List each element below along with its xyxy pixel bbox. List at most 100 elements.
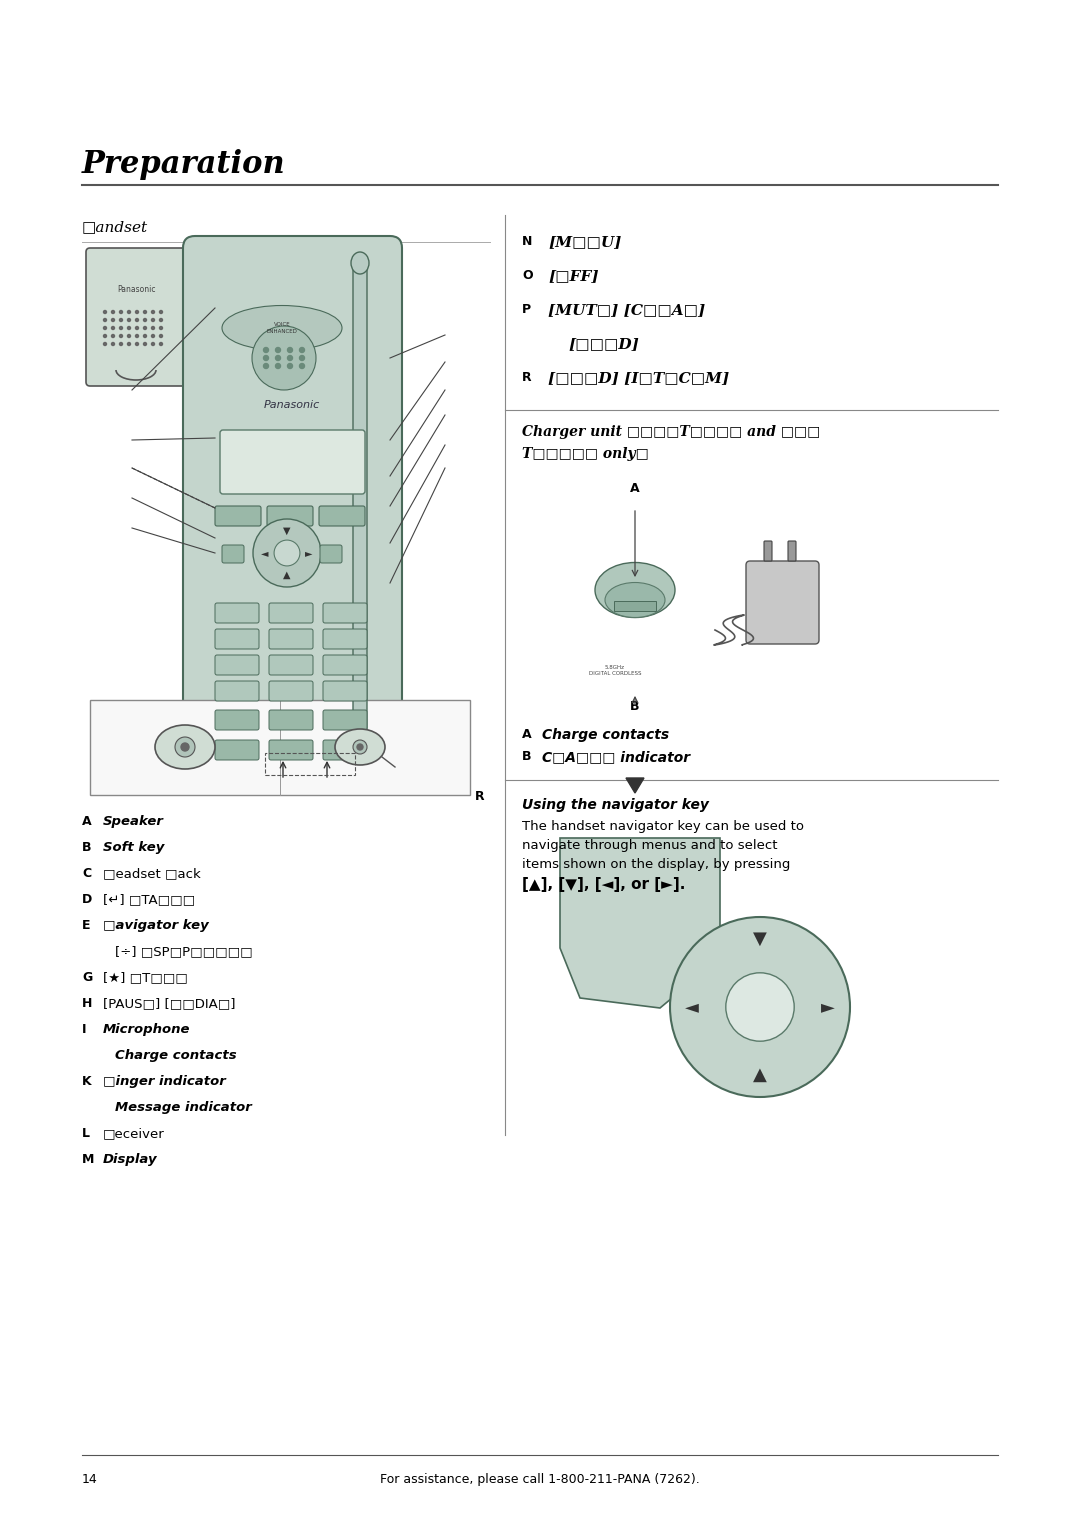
FancyBboxPatch shape [215, 630, 259, 649]
Circle shape [160, 310, 162, 313]
FancyBboxPatch shape [267, 506, 313, 526]
Text: ▲: ▲ [283, 570, 291, 581]
Text: K: K [82, 1076, 92, 1088]
Circle shape [252, 325, 316, 390]
Text: [PAUS□] [□□DIA□]: [PAUS□] [□□DIA□] [103, 996, 235, 1010]
Text: Display: Display [103, 1154, 158, 1166]
Circle shape [135, 335, 138, 338]
Text: ▼: ▼ [753, 931, 767, 947]
Text: ►: ► [821, 998, 835, 1016]
FancyBboxPatch shape [615, 601, 656, 611]
Text: Panasonic: Panasonic [117, 286, 156, 293]
Ellipse shape [351, 252, 369, 274]
FancyBboxPatch shape [269, 711, 313, 730]
Circle shape [151, 310, 154, 313]
FancyBboxPatch shape [269, 740, 313, 759]
Circle shape [353, 740, 367, 753]
FancyBboxPatch shape [323, 681, 367, 701]
FancyBboxPatch shape [269, 656, 313, 675]
Text: E: E [82, 918, 91, 932]
FancyBboxPatch shape [269, 681, 313, 701]
Text: M: M [82, 1154, 94, 1166]
Circle shape [144, 342, 147, 345]
Ellipse shape [335, 729, 384, 766]
Text: Preparation: Preparation [82, 150, 285, 180]
Text: Speaker: Speaker [103, 814, 164, 828]
Text: The handset navigator key can be used to: The handset navigator key can be used to [522, 821, 804, 833]
Circle shape [111, 318, 114, 321]
Text: ►: ► [306, 549, 313, 558]
Text: □andset: □andset [82, 220, 148, 234]
Circle shape [264, 347, 269, 353]
Circle shape [299, 364, 305, 368]
Text: □eceiver: □eceiver [103, 1128, 165, 1140]
Circle shape [151, 335, 154, 338]
Text: A: A [522, 727, 531, 741]
FancyBboxPatch shape [215, 681, 259, 701]
FancyBboxPatch shape [788, 541, 796, 561]
Circle shape [287, 356, 293, 361]
Circle shape [264, 356, 269, 361]
Circle shape [135, 342, 138, 345]
Circle shape [104, 335, 107, 338]
Text: H: H [82, 996, 93, 1010]
Text: 5.8GHz
DIGITAL CORDLESS: 5.8GHz DIGITAL CORDLESS [589, 665, 642, 675]
Text: [↵] □TA□□□: [↵] □TA□□□ [103, 892, 195, 906]
FancyBboxPatch shape [746, 561, 819, 643]
FancyBboxPatch shape [215, 656, 259, 675]
Circle shape [275, 364, 281, 368]
Circle shape [287, 364, 293, 368]
FancyBboxPatch shape [323, 740, 367, 759]
Circle shape [299, 347, 305, 353]
Ellipse shape [222, 306, 342, 350]
FancyBboxPatch shape [323, 711, 367, 730]
Text: B: B [631, 700, 639, 714]
Circle shape [160, 318, 162, 321]
FancyBboxPatch shape [222, 545, 244, 562]
Circle shape [670, 917, 850, 1097]
Text: [MUT□] [C□□A□]: [MUT□] [C□□A□] [548, 303, 705, 316]
FancyBboxPatch shape [215, 740, 259, 759]
FancyBboxPatch shape [269, 630, 313, 649]
Ellipse shape [595, 562, 675, 617]
Circle shape [151, 327, 154, 330]
Circle shape [127, 327, 131, 330]
Polygon shape [626, 778, 644, 793]
Text: L: L [82, 1128, 90, 1140]
Circle shape [160, 335, 162, 338]
FancyBboxPatch shape [86, 248, 186, 387]
Circle shape [127, 342, 131, 345]
Text: [M□□U]: [M□□U] [548, 235, 621, 249]
FancyBboxPatch shape [90, 700, 470, 795]
Circle shape [144, 318, 147, 321]
Circle shape [299, 356, 305, 361]
Polygon shape [561, 837, 720, 1008]
Text: Soft key: Soft key [103, 840, 164, 854]
Circle shape [104, 327, 107, 330]
Text: R: R [475, 790, 485, 804]
Circle shape [104, 342, 107, 345]
Text: I: I [82, 1024, 86, 1036]
Circle shape [104, 310, 107, 313]
Circle shape [111, 335, 114, 338]
FancyBboxPatch shape [183, 235, 402, 779]
Text: G: G [82, 970, 92, 984]
FancyBboxPatch shape [220, 429, 365, 494]
Text: For assistance, please call 1-800-211-PANA (7262).: For assistance, please call 1-800-211-PA… [380, 1473, 700, 1487]
Text: Microphone: Microphone [103, 1024, 190, 1036]
Text: Charge contacts: Charge contacts [114, 1050, 237, 1062]
Text: [□□□D]: [□□□D] [568, 338, 639, 351]
FancyBboxPatch shape [353, 261, 367, 730]
Circle shape [135, 310, 138, 313]
Text: [÷] □SP□P□□□□□: [÷] □SP□P□□□□□ [114, 944, 253, 958]
Circle shape [274, 539, 300, 565]
Text: Charger unit □□□□T□□□□ and □□□: Charger unit □□□□T□□□□ and □□□ [522, 425, 820, 439]
Circle shape [127, 310, 131, 313]
Circle shape [151, 318, 154, 321]
FancyBboxPatch shape [320, 545, 342, 562]
Circle shape [135, 318, 138, 321]
Text: items shown on the display, by pressing: items shown on the display, by pressing [522, 859, 791, 871]
Text: A: A [631, 481, 639, 495]
Circle shape [726, 973, 794, 1041]
Circle shape [253, 520, 321, 587]
